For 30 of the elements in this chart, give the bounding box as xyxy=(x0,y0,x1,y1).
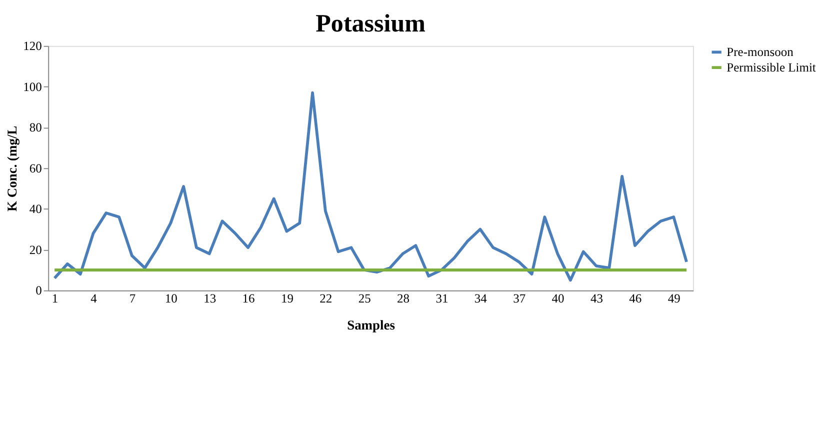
x-tick-label: 31 xyxy=(436,291,448,306)
x-tick-label: 16 xyxy=(242,291,255,306)
x-tick-label: 49 xyxy=(668,291,680,306)
y-tick-label: 60 xyxy=(29,161,42,176)
y-tick-label: 120 xyxy=(23,39,42,54)
x-axis-title: Samples xyxy=(347,317,395,332)
y-tick-label: 80 xyxy=(29,120,42,135)
x-tick-label: 4 xyxy=(90,291,98,306)
x-tick-label: 46 xyxy=(629,291,642,306)
line-series xyxy=(53,91,688,282)
x-tick-label: 19 xyxy=(280,291,294,306)
y-tick-label: 100 xyxy=(23,80,42,94)
x-tick-label: 10 xyxy=(164,291,178,306)
legend-label: Permissible Limit xyxy=(726,60,816,74)
x-tick-label: 34 xyxy=(474,291,488,306)
x-tick-label: 25 xyxy=(358,291,371,306)
y-tick-label: 40 xyxy=(29,202,42,216)
y-tick-label: 20 xyxy=(29,242,42,257)
y-tick-label: 0 xyxy=(36,284,42,298)
x-tick-label: 13 xyxy=(204,291,216,306)
x-tick-label: 37 xyxy=(513,291,526,306)
x-tick-label: 7 xyxy=(129,291,136,306)
x-tick-label: 43 xyxy=(590,291,603,306)
x-tick-label: 40 xyxy=(552,291,564,306)
legend-label: Pre-monsoon xyxy=(726,45,794,59)
chart-title: Potassium xyxy=(316,10,426,38)
x-tick-label: 1 xyxy=(52,291,58,306)
x-tick-label: 22 xyxy=(320,291,332,306)
x-tick-label: 28 xyxy=(397,291,410,306)
y-axis-title: K Conc. (mg/L xyxy=(4,126,20,212)
